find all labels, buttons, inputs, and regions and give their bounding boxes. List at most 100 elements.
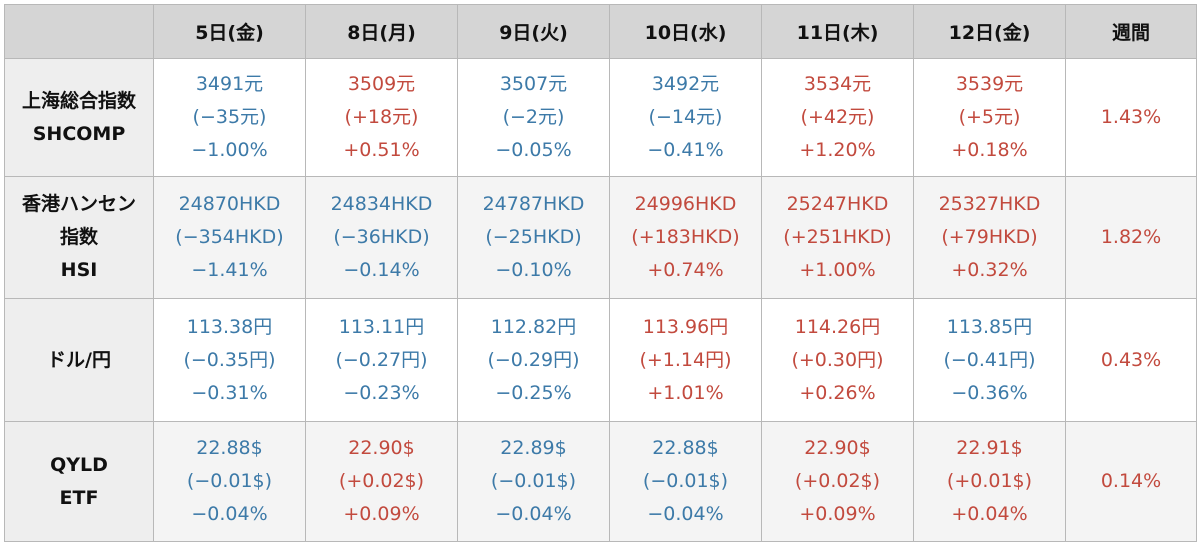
- percent-change: −1.00%: [191, 139, 268, 161]
- price-change: (−0.27円): [335, 348, 428, 371]
- price-change: (−354HKD): [175, 226, 284, 248]
- row-label-line: 指数: [59, 226, 98, 248]
- price-value: 25247HKD: [786, 193, 889, 215]
- weekly-change-cell: 1.43%: [1065, 58, 1197, 177]
- price-change: (−2元): [502, 106, 565, 128]
- price-cell: 3534元 (+42元) +1.20%: [761, 58, 914, 177]
- percent-change: +0.09%: [343, 503, 420, 525]
- price-value: 22.88$: [652, 437, 719, 459]
- price-value: 3539元: [955, 73, 1024, 95]
- table-row: QYLD ETF 22.88$ (−0.01$) −0.04% 22.90$ (+0.02$…: [4, 421, 1197, 542]
- percent-change: −0.41%: [647, 139, 724, 161]
- price-change: (+251HKD): [783, 226, 892, 248]
- header-day: 9日(火): [457, 4, 610, 59]
- price-cell: 25327HKD (+79HKD) +0.32%: [913, 176, 1066, 299]
- price-change: (−0.35円): [183, 348, 276, 371]
- percent-change: +0.26%: [799, 381, 876, 404]
- price-value: 114.26円: [794, 315, 881, 338]
- price-cell: 113.11円 (−0.27円) −0.23%: [305, 298, 458, 422]
- row-label-line: HSI: [60, 259, 98, 281]
- price-value: 3534元: [803, 73, 872, 95]
- percent-change: −0.10%: [495, 259, 572, 281]
- price-cell: 114.26円 (+0.30円) +0.26%: [761, 298, 914, 422]
- header-day: 11日(木): [761, 4, 914, 59]
- table-row: 上海総合指数 SHCOMP 3491元 (−35元) −1.00% 3509元 (+18元)…: [4, 58, 1197, 177]
- percent-change: +1.01%: [647, 381, 724, 404]
- price-cell: 3492元 (−14元) −0.41%: [609, 58, 762, 177]
- price-cell: 22.90$ (+0.02$) +0.09%: [761, 421, 914, 542]
- price-cell: 24787HKD (−25HKD) −0.10%: [457, 176, 610, 299]
- price-value: 112.82円: [490, 315, 577, 338]
- percent-change: −0.31%: [191, 381, 268, 404]
- price-value: 24787HKD: [482, 193, 585, 215]
- price-change: (−0.41円): [943, 348, 1036, 371]
- price-cell: 22.91$ (+0.01$) +0.04%: [913, 421, 1066, 542]
- price-cell: 112.82円 (−0.29円) −0.25%: [457, 298, 610, 422]
- price-change: (−14元): [648, 106, 723, 128]
- percent-change: +0.32%: [951, 259, 1028, 281]
- price-value: 25327HKD: [938, 193, 1041, 215]
- percent-change: −1.41%: [191, 259, 268, 281]
- weekly-market-table: 5日(金) 8日(月) 9日(火) 10日(水) 11日(木) 12日(金) 週…: [4, 4, 1197, 542]
- price-value: 113.38円: [186, 315, 273, 338]
- row-label-line: QYLD: [50, 453, 108, 476]
- price-value: 24834HKD: [330, 193, 433, 215]
- price-change: (+0.02$): [338, 470, 425, 492]
- price-cell: 113.96円 (+1.14円) +1.01%: [609, 298, 762, 422]
- row-label-line: ETF: [59, 486, 99, 509]
- price-change: (+0.02$): [794, 470, 881, 492]
- header-corner: [4, 4, 154, 59]
- price-cell: 24834HKD (−36HKD) −0.14%: [305, 176, 458, 299]
- price-change: (+1.14円): [639, 348, 732, 371]
- percent-change: +0.18%: [951, 139, 1028, 161]
- price-change: (+42元): [800, 106, 875, 128]
- price-value: 22.91$: [956, 437, 1023, 459]
- price-change: (−25HKD): [485, 226, 582, 248]
- price-cell: 22.88$ (−0.01$) −0.04%: [609, 421, 762, 542]
- price-value: 24870HKD: [178, 193, 281, 215]
- price-value: 22.90$: [348, 437, 415, 459]
- price-cell: 113.38円 (−0.35円) −0.31%: [153, 298, 306, 422]
- table-row: ドル/円 113.38円 (−0.35円) −0.31% 113.11円 (−0.27円)…: [4, 298, 1197, 422]
- row-label: 香港ハンセン 指数 HSI: [4, 176, 154, 299]
- weekly-change-cell: 0.43%: [1065, 298, 1197, 422]
- header-day: 10日(水): [609, 4, 762, 59]
- price-change: (−0.01$): [642, 470, 729, 492]
- percent-change: −0.04%: [647, 503, 724, 525]
- weekly-change-cell: 1.82%: [1065, 176, 1197, 299]
- price-change: (−0.01$): [186, 470, 273, 492]
- price-cell: 22.89$ (−0.01$) −0.04%: [457, 421, 610, 542]
- price-value: 113.96円: [642, 315, 729, 338]
- price-cell: 113.85円 (−0.41円) −0.36%: [913, 298, 1066, 422]
- percent-change: +0.51%: [343, 139, 420, 161]
- price-value: 3492元: [651, 73, 720, 95]
- percent-change: +1.20%: [799, 139, 876, 161]
- price-value: 3509元: [347, 73, 416, 95]
- percent-change: +0.04%: [951, 503, 1028, 525]
- price-change: (−35元): [192, 106, 267, 128]
- header-day: 8日(月): [305, 4, 458, 59]
- percent-change: −0.23%: [343, 381, 420, 404]
- header-day: 5日(金): [153, 4, 306, 59]
- row-label: ドル/円: [4, 298, 154, 422]
- price-change: (−0.29円): [487, 348, 580, 371]
- price-cell: 3539元 (+5元) +0.18%: [913, 58, 1066, 177]
- price-change: (+18元): [344, 106, 419, 128]
- header-day: 12日(金): [913, 4, 1066, 59]
- price-cell: 3509元 (+18元) +0.51%: [305, 58, 458, 177]
- price-cell: 3507元 (−2元) −0.05%: [457, 58, 610, 177]
- price-value: 22.88$: [196, 437, 263, 459]
- header-weekly: 週間: [1065, 4, 1197, 59]
- price-change: (+79HKD): [941, 226, 1038, 248]
- row-label: QYLD ETF: [4, 421, 154, 542]
- header-row: 5日(金) 8日(月) 9日(火) 10日(水) 11日(木) 12日(金) 週…: [4, 4, 1197, 59]
- percent-change: +0.74%: [647, 259, 724, 281]
- price-change: (−0.01$): [490, 470, 577, 492]
- percent-change: +1.00%: [799, 259, 876, 281]
- percent-change: −0.04%: [495, 503, 572, 525]
- price-value: 3491元: [195, 73, 264, 95]
- price-value: 24996HKD: [634, 193, 737, 215]
- row-label: 上海総合指数 SHCOMP: [4, 58, 154, 177]
- price-cell: 24996HKD (+183HKD) +0.74%: [609, 176, 762, 299]
- price-cell: 25247HKD (+251HKD) +1.00%: [761, 176, 914, 299]
